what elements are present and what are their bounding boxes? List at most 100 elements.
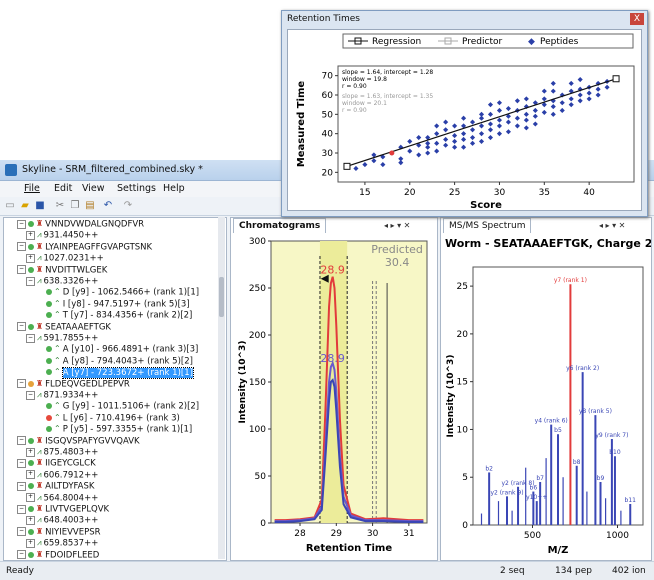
- peptide-tree[interactable]: − ♜ VNNDVWDALGNQDFVR + ⩘ 931.4450++ − ♜ LYAINPEA…: [3, 217, 227, 561]
- plot-background: [270, 240, 428, 524]
- save-icon[interactable]: ■: [35, 200, 45, 211]
- tree-transition-row[interactable]: ⌃ G [y9] - 1011.5106+ (rank 2)[2]: [35, 400, 199, 412]
- peak-label: y4 (rank 6): [535, 418, 568, 425]
- expand-icon[interactable]: +: [26, 493, 35, 503]
- collapse-icon[interactable]: −: [26, 276, 35, 286]
- open-folder-icon[interactable]: ▰: [21, 200, 29, 211]
- tree-transition-row[interactable]: ⌃ A [y7] - 723.3672+ (rank 1)[1]: [35, 366, 194, 379]
- collapse-icon[interactable]: −: [17, 322, 26, 332]
- expand-icon[interactable]: +: [26, 447, 35, 457]
- y-tick-label: 60: [322, 91, 334, 101]
- undo-icon[interactable]: ↶: [103, 200, 113, 211]
- pane-controls-icon[interactable]: ◂ ▸ ▾ ✕: [599, 221, 626, 230]
- collapse-icon[interactable]: −: [26, 390, 35, 400]
- status-ready: Ready: [6, 566, 34, 576]
- expand-icon[interactable]: +: [26, 470, 35, 480]
- tree-precursor-row[interactable]: − ⩘ 591.7855++: [26, 332, 98, 344]
- tab-msms-spectrum[interactable]: MS/MS Spectrum: [443, 218, 532, 233]
- tree-precursor-row[interactable]: + ⩘ 931.4450++: [26, 229, 98, 241]
- tab-chromatograms[interactable]: Chromatograms: [233, 218, 327, 233]
- tree-transition-row[interactable]: ⌃ P [y5] - 597.3355+ (rank 1)[1]: [35, 423, 192, 435]
- close-button[interactable]: X: [630, 13, 644, 25]
- peptide-point: [443, 142, 449, 148]
- menu-file[interactable]: File: [24, 183, 40, 194]
- collapse-icon[interactable]: −: [17, 504, 26, 514]
- redo-icon[interactable]: ↷: [123, 200, 133, 211]
- tree-peptide-row[interactable]: − ♜ LYAINPEAGFFGVAPGTSNK: [17, 241, 152, 253]
- tree-label: 591.7855++: [43, 333, 99, 344]
- tree-peptide-row[interactable]: − ♜ FLDEQVGEDLPEPVR: [17, 378, 130, 390]
- scroll-thumb[interactable]: [219, 277, 224, 317]
- tree-peptide-row[interactable]: − ♜ IIGEYCGLCK: [17, 457, 96, 469]
- tree-transition-row[interactable]: ⌃ I [y8] - 947.5197+ (rank 5)[3]: [35, 298, 190, 310]
- peak-status-dot-icon: [46, 346, 52, 353]
- collapse-icon[interactable]: −: [17, 550, 26, 560]
- tree-transition-row[interactable]: ⌃ T [y7] - 834.4356+ (rank 2)[2]: [35, 309, 192, 321]
- paste-icon[interactable]: ▤: [85, 200, 95, 211]
- peptide-icon: ♜: [36, 526, 44, 536]
- y-tick-label: 25: [457, 282, 468, 292]
- tree-peptide-row[interactable]: − ♜ NIYIEVVEPSR: [17, 526, 101, 538]
- cut-icon[interactable]: ✂: [55, 200, 65, 211]
- tree-label: NVDITTWLGEK: [45, 265, 108, 276]
- peptide-point: [487, 111, 494, 117]
- expand-icon[interactable]: +: [26, 538, 35, 548]
- collapse-icon[interactable]: −: [17, 219, 26, 229]
- tree-transition-row[interactable]: ⌃ D [y9] - 1062.5466+ (rank 1)[1]: [35, 286, 199, 298]
- tree-precursor-row[interactable]: + ⩘ 564.8004++: [26, 492, 98, 504]
- retention-times-window[interactable]: Retention Times X Regression Predictor ◆ Pe…: [281, 10, 648, 217]
- tree-label: 638.3326++: [43, 276, 99, 287]
- status-pep: 134 pep: [555, 566, 593, 576]
- peak-label: y2 (rank 9): [490, 489, 523, 496]
- tree-scrollbar[interactable]: [218, 217, 225, 559]
- expand-icon[interactable]: +: [26, 515, 35, 525]
- new-file-icon[interactable]: ▭: [5, 200, 15, 211]
- tree-peptide-row[interactable]: − ♜ NVDITTWLGEK: [17, 264, 107, 276]
- pane-controls-icon[interactable]: ◂ ▸ ▾ ✕: [384, 221, 411, 230]
- peptide-point: [487, 121, 494, 127]
- peak-label: b2: [485, 465, 493, 472]
- copy-icon[interactable]: ❐: [70, 200, 80, 211]
- tree-peptide-row[interactable]: − ♜ AILTDYFASK: [17, 480, 94, 492]
- tree-precursor-row[interactable]: + ⩘ 606.7912++: [26, 469, 98, 481]
- tree-peptide-row[interactable]: − ♜ LIVTVGEPLQVK: [17, 503, 109, 515]
- collapse-icon[interactable]: −: [17, 242, 26, 252]
- collapse-icon[interactable]: −: [17, 379, 26, 389]
- tree-precursor-row[interactable]: − ⩘ 638.3326++: [26, 275, 98, 287]
- tree-peptide-row[interactable]: − ♜ SEATAAAEFTGK: [17, 321, 111, 333]
- peak-status-dot-icon: [46, 312, 52, 319]
- menu-settings[interactable]: Settings: [117, 183, 156, 194]
- precursor-icon: ⩘: [37, 469, 42, 479]
- peptide-icon: ♜: [36, 549, 44, 559]
- collapse-icon[interactable]: −: [17, 527, 26, 537]
- tree-precursor-row[interactable]: + ⩘ 1027.0231++: [26, 252, 104, 264]
- tree-peptide-row[interactable]: − ♜ ISGQVSPAFYGVVQAVK: [17, 435, 140, 447]
- tree-precursor-row[interactable]: − ⩘ 871.9334++: [26, 389, 98, 401]
- tree-precursor-row[interactable]: + ⩘ 648.4003++: [26, 514, 98, 526]
- tree-transition-row[interactable]: ⌃ L [y6] - 710.4196+ (rank 3): [35, 412, 180, 424]
- expand-icon[interactable]: +: [26, 253, 35, 263]
- tree-label: T [y7] - 834.4356+ (rank 2)[2]: [62, 310, 193, 321]
- tree-transition-row[interactable]: ⌃ A [y8] - 794.4043+ (rank 5)[2]: [35, 355, 193, 367]
- menu-help[interactable]: Help: [163, 183, 185, 194]
- tree-precursor-row[interactable]: + ⩘ 875.4803++: [26, 446, 98, 458]
- legend-box: [342, 33, 634, 49]
- transition-icon: ⌃: [54, 310, 61, 320]
- collapse-icon[interactable]: −: [17, 481, 26, 491]
- collapse-icon[interactable]: −: [17, 458, 26, 468]
- tree-peptide-row[interactable]: − ♜ FDOIDFLEED: [17, 549, 99, 560]
- peak-rt-label: 28.9: [320, 264, 345, 277]
- tree-peptide-row[interactable]: − ♜ VNNDVWDALGNQDFVR: [17, 218, 144, 230]
- menu-edit[interactable]: Edit: [54, 183, 73, 194]
- transition-icon: ⌃: [54, 401, 61, 411]
- app-icon: [5, 164, 17, 176]
- legend-regression: Regression: [372, 37, 421, 47]
- tree-transition-row[interactable]: ⌃ A [y10] - 966.4891+ (rank 3)[3]: [35, 343, 198, 355]
- menu-view[interactable]: View: [82, 183, 105, 194]
- expand-icon[interactable]: +: [26, 230, 35, 240]
- tree-precursor-row[interactable]: + ⩘ 659.8537++: [26, 537, 98, 549]
- collapse-icon[interactable]: −: [17, 265, 26, 275]
- collapse-icon[interactable]: −: [26, 333, 35, 343]
- retention-title-bar[interactable]: Retention Times X: [282, 11, 647, 27]
- collapse-icon[interactable]: −: [17, 436, 26, 446]
